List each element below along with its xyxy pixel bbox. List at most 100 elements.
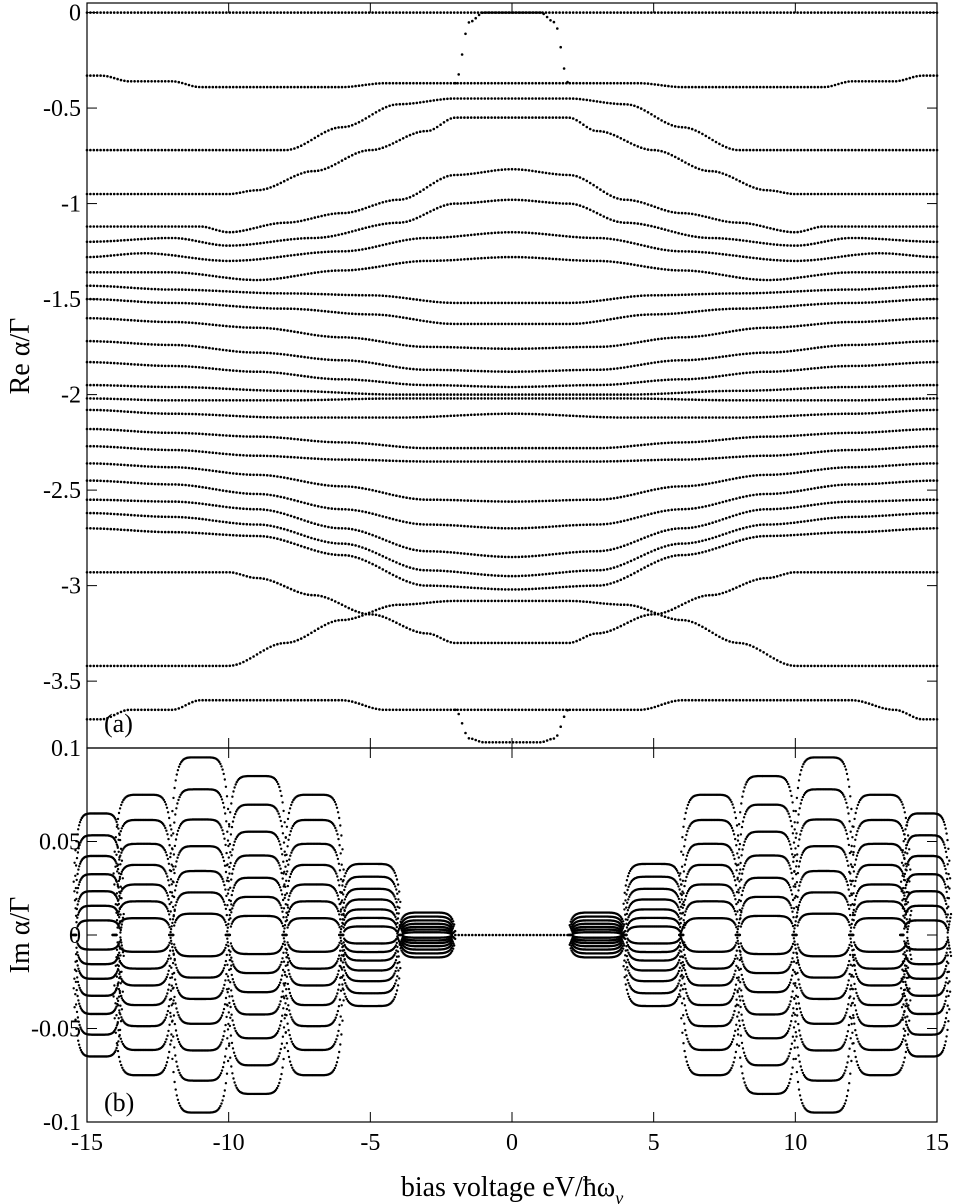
point-a-7: [779, 259, 782, 262]
point-a-7: [663, 248, 667, 252]
point-a-6: [626, 221, 629, 224]
point-a-3: [143, 192, 147, 196]
point-a-14: [473, 393, 476, 396]
point-a-20: [578, 523, 582, 527]
point-a-0: [432, 11, 436, 14]
point-a-13: [289, 373, 293, 376]
point-a-16: [619, 416, 623, 419]
point-a-20: [177, 483, 181, 486]
point-a-0: [99, 11, 102, 14]
point-a-16: [806, 413, 810, 417]
point-a-7: [480, 232, 483, 236]
ytick-label-a-0: 0: [69, 1, 81, 27]
point-a-9: [463, 301, 466, 305]
point-a-6: [102, 240, 106, 243]
point-a-19: [860, 465, 864, 469]
point-a-8: [609, 260, 612, 263]
point-a-10: [425, 320, 429, 323]
point-a-14: [136, 385, 140, 388]
point-a-12: [877, 342, 881, 346]
point-a-10: [279, 307, 283, 310]
point-a-12: [758, 351, 762, 355]
point-a-6: [354, 229, 357, 232]
point-a-8: [806, 275, 810, 278]
point-a-20: [541, 525, 544, 529]
point-a-10: [293, 307, 296, 311]
point-a-12: [554, 369, 558, 373]
point-a-15: [296, 399, 300, 402]
point-a-2: [323, 130, 327, 134]
point-a-7: [510, 230, 514, 234]
point-a-0: [803, 11, 806, 14]
point-a-6: [194, 239, 198, 243]
point-a-14: [803, 387, 806, 390]
point-a-13: [320, 376, 323, 380]
point-a-14: [565, 393, 568, 396]
point-a-20: [221, 489, 225, 492]
point-a-19: [731, 477, 735, 481]
point-a-9: [840, 288, 844, 291]
point-a-17: [874, 430, 878, 434]
point-a-9: [843, 288, 847, 291]
point-a-18: [741, 455, 745, 458]
point-a-10: [857, 301, 861, 305]
point-a-14: [867, 385, 871, 389]
point-a-6: [187, 238, 191, 241]
point-a-13: [554, 384, 558, 388]
point-a-8: [616, 261, 619, 264]
point-a-17: [333, 441, 337, 444]
point-a-11: [425, 345, 429, 349]
point-a-7: [894, 252, 898, 256]
point-a-9: [884, 286, 888, 290]
point-a-7: [646, 245, 650, 248]
point-a-12: [646, 362, 650, 365]
point-a-13: [221, 368, 225, 372]
point-a-2: [779, 148, 782, 152]
point-a-15: [588, 397, 592, 400]
point-a-8: [344, 269, 347, 272]
point-a-12: [561, 369, 565, 372]
point-a-11: [357, 337, 361, 340]
point-a-11: [367, 338, 371, 341]
point-a-12: [684, 358, 687, 362]
point-a-8: [269, 278, 272, 281]
point-a-11: [854, 320, 857, 324]
point-a-19: [697, 483, 701, 487]
point-a-0: [459, 11, 463, 14]
point-a-6: [935, 240, 939, 244]
point-a-17: [915, 428, 918, 431]
point-a-7: [391, 241, 395, 244]
point-a-14: [123, 384, 126, 388]
point-a-7: [133, 252, 136, 255]
point-a-16: [599, 415, 602, 419]
point-a-15: [235, 399, 238, 402]
point-a-18: [599, 460, 602, 463]
point-a-11: [915, 317, 918, 321]
point-a-14: [106, 384, 109, 387]
point-a-16: [602, 415, 606, 419]
point-a-3: [565, 116, 568, 119]
point-a-8: [412, 260, 415, 263]
point-a-13: [225, 368, 228, 372]
point-a-11: [871, 320, 874, 323]
point-a-5: [282, 221, 286, 224]
point-a-16: [463, 413, 466, 417]
point-a-8: [765, 278, 769, 282]
point-a-11: [663, 337, 667, 340]
point-a-18: [231, 453, 235, 456]
point-a-2: [636, 105, 640, 109]
point-a-16: [446, 414, 449, 418]
point-a-18: [585, 460, 589, 463]
point-a-9: [826, 288, 830, 292]
point-a-16: [745, 416, 748, 419]
point-a-16: [571, 414, 575, 418]
point-a-15: [575, 397, 578, 400]
point-a-10: [578, 322, 582, 325]
point-a-14: [269, 389, 272, 392]
point-a-19: [510, 500, 514, 503]
point-a-9: [160, 288, 164, 291]
point-a-5: [493, 169, 497, 172]
point-a-16: [333, 416, 337, 419]
point-a-16: [143, 411, 147, 415]
point-a-14: [102, 383, 106, 387]
